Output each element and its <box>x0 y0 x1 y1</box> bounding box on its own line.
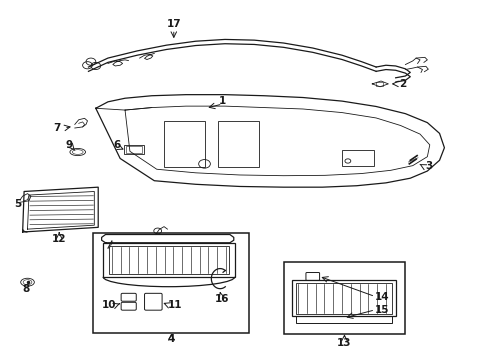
Text: 10: 10 <box>102 300 116 310</box>
Bar <box>123 145 144 154</box>
Text: 1: 1 <box>219 96 226 106</box>
Text: 17: 17 <box>166 19 181 29</box>
Text: 15: 15 <box>374 305 388 315</box>
Bar <box>125 146 142 153</box>
Bar <box>103 243 234 277</box>
Text: 8: 8 <box>22 284 30 294</box>
Text: 9: 9 <box>65 140 72 150</box>
Bar <box>295 316 391 323</box>
Text: 14: 14 <box>374 292 388 302</box>
Bar <box>93 233 249 333</box>
Bar <box>341 149 373 166</box>
Bar <box>109 246 228 274</box>
Text: 11: 11 <box>168 300 182 310</box>
Bar <box>163 121 205 167</box>
Text: 4: 4 <box>167 333 175 343</box>
Bar <box>292 280 395 316</box>
Bar <box>295 283 391 314</box>
Text: 13: 13 <box>337 338 351 348</box>
Text: 16: 16 <box>215 294 229 304</box>
Text: 5: 5 <box>14 199 21 210</box>
Text: 7: 7 <box>53 123 61 133</box>
Bar <box>283 262 405 334</box>
Bar <box>217 121 259 167</box>
Text: 12: 12 <box>52 234 66 244</box>
Text: 2: 2 <box>399 79 406 89</box>
Text: 6: 6 <box>113 140 120 150</box>
Text: 3: 3 <box>425 161 431 171</box>
Bar <box>375 82 383 86</box>
